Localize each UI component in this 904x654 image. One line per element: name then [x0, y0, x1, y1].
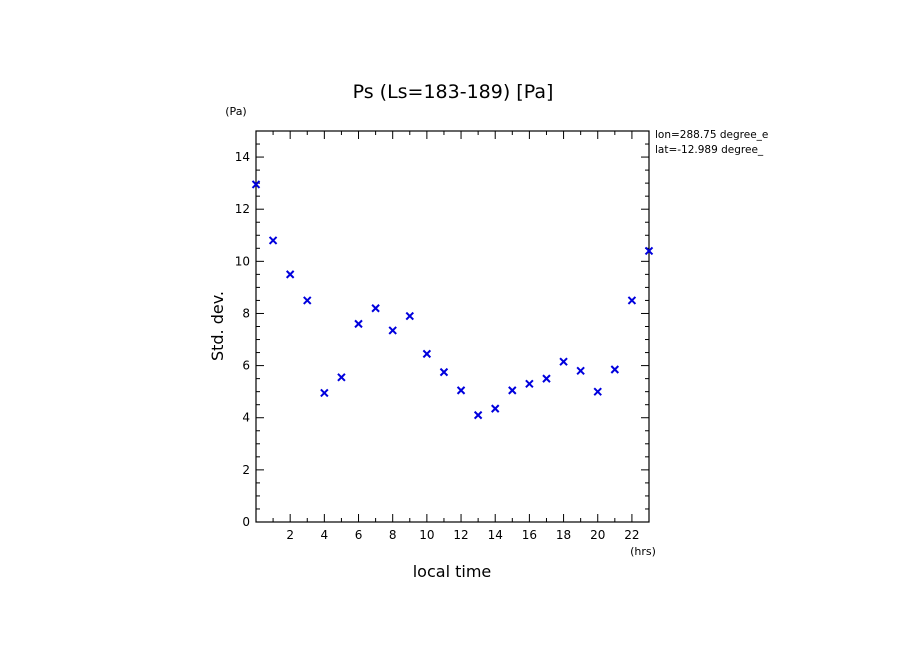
y-tick-label: 6	[242, 359, 250, 373]
x-tick-label: 22	[624, 528, 639, 542]
data-point	[354, 319, 363, 329]
x-tick-label: 14	[488, 528, 503, 542]
x-tick-label: 16	[522, 528, 537, 542]
data-point	[473, 410, 483, 420]
y-tick-label: 10	[235, 254, 250, 268]
data-point	[285, 270, 295, 279]
plot-frame	[255, 130, 650, 523]
y-tick-label: 0	[242, 515, 250, 529]
data-point	[268, 236, 278, 245]
data-point	[542, 374, 551, 383]
data-point	[525, 379, 534, 389]
y-tick-label: 14	[235, 150, 250, 164]
x-tick-label: 2	[286, 528, 294, 542]
x-tick-label: 8	[389, 528, 397, 542]
y-axis-label: Std. dev.	[208, 291, 227, 361]
data-point	[405, 311, 414, 321]
y-unit-label: (Pa)	[225, 105, 246, 118]
x-tick-label: 18	[556, 528, 571, 542]
annotation-lon: lon=288.75 degree_e	[655, 129, 768, 141]
data-point	[576, 366, 585, 376]
data-point	[456, 386, 466, 395]
annotation-lat: lat=-12.989 degree_	[655, 144, 764, 156]
x-tick-label: 6	[355, 528, 363, 542]
x-tick-label: 10	[419, 528, 434, 542]
data-point	[491, 404, 500, 413]
y-tick-label: 8	[242, 306, 250, 320]
x-tick-label: 12	[453, 528, 468, 542]
chart-title: Ps (Ls=183-189) [Pa]	[353, 81, 554, 103]
data-point	[508, 386, 517, 395]
y-tick-label: 4	[242, 411, 250, 425]
data-point	[627, 296, 637, 305]
data-point	[610, 365, 620, 374]
data-point	[371, 304, 380, 313]
y-tick-label: 12	[235, 202, 250, 216]
data-point	[303, 296, 312, 305]
data-point	[422, 349, 432, 359]
data-point	[559, 357, 568, 366]
x-tick-label: 20	[590, 528, 605, 542]
x-tick-label: 4	[321, 528, 329, 542]
data-point	[439, 367, 449, 377]
data-point	[251, 180, 261, 189]
y-tick-label: 2	[242, 463, 250, 477]
x-unit-label: (hrs)	[630, 545, 656, 558]
data-point	[644, 246, 654, 256]
x-axis-label: local time	[413, 562, 492, 581]
data-point	[320, 388, 329, 398]
data-point	[337, 373, 346, 382]
data-point	[593, 387, 602, 396]
data-point	[388, 326, 397, 335]
